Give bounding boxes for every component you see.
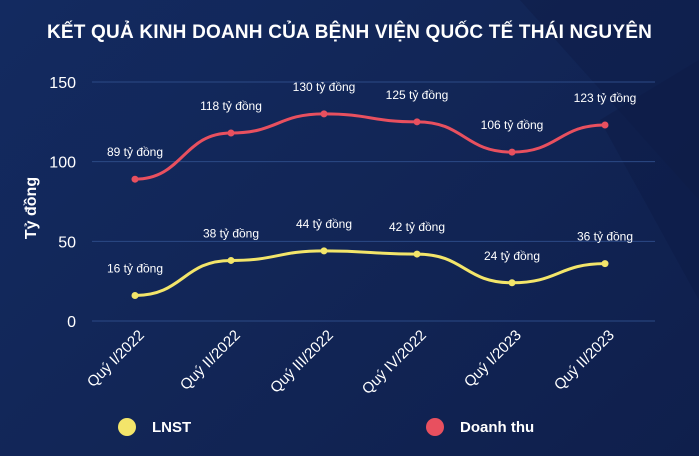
x-tick-label: Quý II/2023 xyxy=(551,327,618,394)
data-label-doanh-thu: 123 tỷ đồng xyxy=(574,91,637,105)
data-label-doanh-thu: 125 tỷ đồng xyxy=(386,88,449,102)
data-point-doanh-thu xyxy=(508,148,516,156)
data-point-lnst xyxy=(508,279,516,287)
legend-label-doanh-thu: Doanh thu xyxy=(460,418,535,436)
x-tick-label: Quý IV/2022 xyxy=(359,327,430,398)
data-label-lnst: 38 tỷ đồng xyxy=(203,226,259,240)
data-point-doanh-thu xyxy=(413,118,421,126)
series-line-doanh-thu xyxy=(133,112,607,181)
legend-item-lnst: LNST xyxy=(118,418,191,436)
data-point-doanh-thu xyxy=(601,121,609,129)
data-point-lnst xyxy=(320,247,328,255)
data-label-lnst: 36 tỷ đồng xyxy=(577,230,633,244)
legend-marker-doanh-thu xyxy=(426,418,444,436)
data-label-lnst: 16 tỷ đồng xyxy=(107,262,163,276)
data-label-doanh-thu: 89 tỷ đồng xyxy=(107,145,163,159)
x-tick-label: Quý III/2022 xyxy=(267,327,337,397)
data-point-lnst xyxy=(227,256,235,264)
data-point-lnst xyxy=(413,250,421,258)
data-point-doanh-thu xyxy=(320,110,328,118)
data-label-doanh-thu: 118 tỷ đồng xyxy=(200,99,262,113)
chart-title: KẾT QUẢ KINH DOANH CỦA BỆNH VIỆN QUỐC TẾ… xyxy=(46,22,653,43)
y-tick-label: 50 xyxy=(58,234,76,251)
series-line-lnst xyxy=(133,249,607,298)
y-tick-label: 150 xyxy=(49,75,76,92)
data-point-lnst xyxy=(131,292,139,300)
y-tick-label: 0 xyxy=(67,314,76,331)
data-label-doanh-thu: 106 tỷ đồng xyxy=(481,118,544,132)
y-tick-label: 100 xyxy=(49,155,76,172)
data-point-doanh-thu xyxy=(131,175,139,183)
data-label-lnst: 42 tỷ đồng xyxy=(389,220,445,234)
x-tick-label: Quý II/2022 xyxy=(177,327,244,394)
data-label-lnst: 44 tỷ đồng xyxy=(296,217,352,231)
data-label-lnst: 24 tỷ đồng xyxy=(484,249,540,263)
data-point-doanh-thu xyxy=(227,129,235,137)
data-point-lnst xyxy=(601,260,609,268)
x-tick-label: Quý I/2023 xyxy=(461,327,525,391)
legend-item-doanh-thu: Doanh thu xyxy=(426,418,534,436)
data-label-doanh-thu: 130 tỷ đồng xyxy=(293,80,356,94)
x-tick-label: Quý I/2022 xyxy=(84,327,148,391)
legend-label-lnst: LNST xyxy=(152,418,192,436)
legend-marker-lnst xyxy=(118,418,136,436)
